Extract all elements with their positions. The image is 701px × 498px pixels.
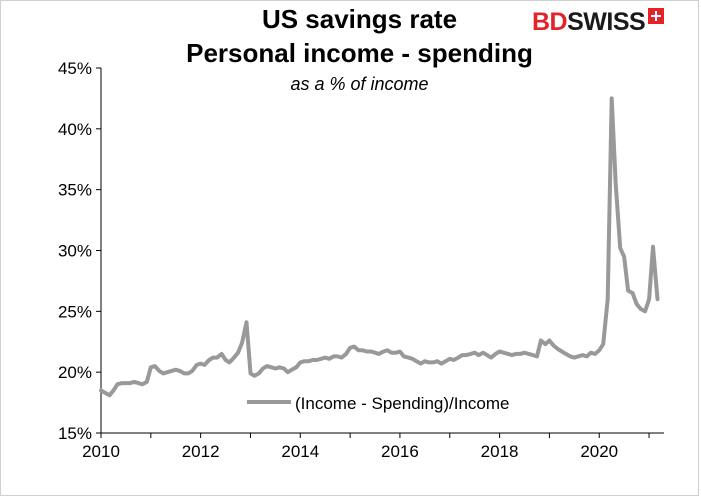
y-tick-labels: 15% 20% 25% 30% 35% 40% 45% [58, 59, 92, 443]
x-tick-label: 2014 [281, 442, 319, 461]
plus-icon [648, 8, 665, 24]
series-line [99, 96, 660, 398]
chart-note: as a % of income [290, 74, 429, 94]
y-tick-label: 30% [58, 242, 92, 261]
y-tick-label: 35% [58, 181, 92, 200]
x-tick-label: 2018 [481, 442, 519, 461]
x-tick-label: 2020 [580, 442, 618, 461]
y-tick-label: 15% [58, 424, 92, 443]
x-tick-label: 2010 [82, 442, 120, 461]
chart-title: US savings rate [261, 4, 458, 34]
x-tick-labels: 2010 2012 2014 2016 2018 2020 [82, 442, 618, 461]
y-tick-label: 25% [58, 302, 92, 321]
chart-subtitle: Personal income - spending [186, 38, 533, 68]
axes [96, 67, 664, 438]
legend-label: (Income - Spending)/Income [295, 394, 510, 413]
x-tick-label: 2012 [182, 442, 220, 461]
x-tick-label: 2016 [381, 442, 419, 461]
y-tick-label: 40% [58, 120, 92, 139]
y-tick-label: 45% [58, 59, 92, 78]
y-tick-label: 20% [58, 363, 92, 382]
legend: (Income - Spending)/Income [247, 394, 510, 413]
bdswiss-logo: BDSWISS [532, 8, 665, 36]
